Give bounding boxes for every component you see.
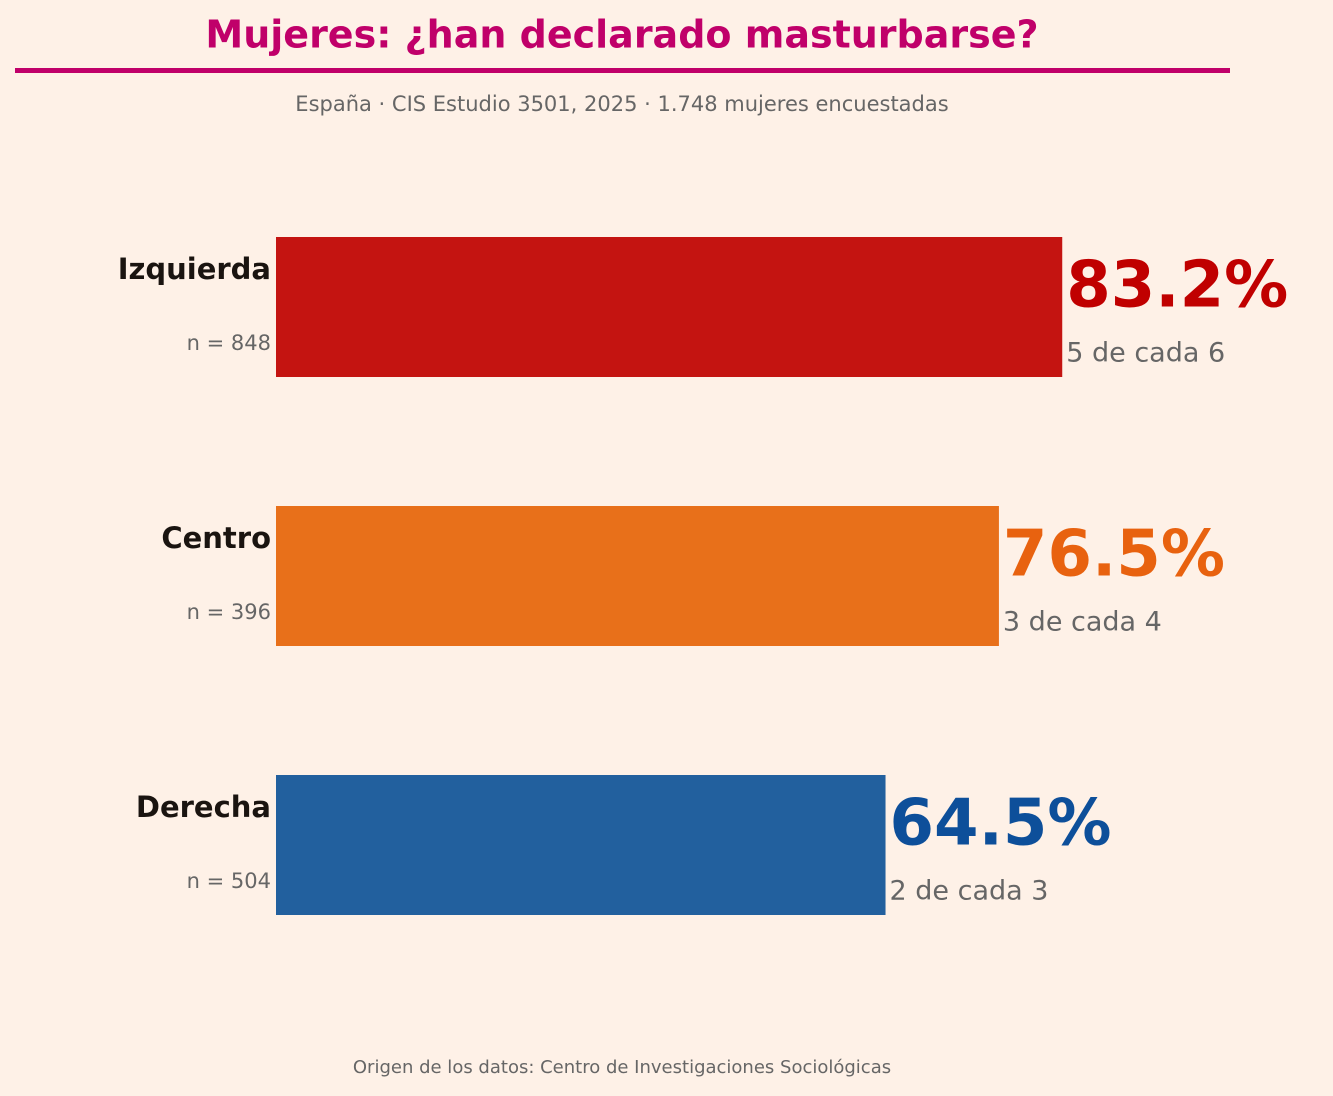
bar: [276, 775, 886, 915]
category-label: Izquierda: [118, 252, 271, 286]
footer: Origen de los datos: Centro de Investiga…: [353, 1057, 891, 1078]
value-label: 64.5%: [890, 787, 1112, 861]
chart-subtitle: España · CIS Estudio 3501, 2025 · 1.748 …: [295, 92, 948, 116]
ratio-label: 5 de cada 6: [1066, 338, 1225, 369]
bar: [276, 506, 999, 646]
n-label: n = 396: [187, 600, 271, 624]
n-label: n = 848: [187, 331, 271, 355]
title-rule: [15, 68, 1230, 73]
value-label: 83.2%: [1066, 249, 1288, 323]
bar: [276, 237, 1063, 377]
value-label: 76.5%: [1003, 518, 1225, 592]
ratio-label: 3 de cada 4: [1003, 607, 1162, 638]
category-label: Derecha: [136, 790, 271, 824]
chart-title: Mujeres: ¿han declarado masturbarse?: [205, 13, 1038, 57]
ratio-label: 2 de cada 3: [890, 876, 1049, 907]
n-label: n = 504: [187, 869, 271, 893]
category-label: Centro: [161, 521, 271, 555]
